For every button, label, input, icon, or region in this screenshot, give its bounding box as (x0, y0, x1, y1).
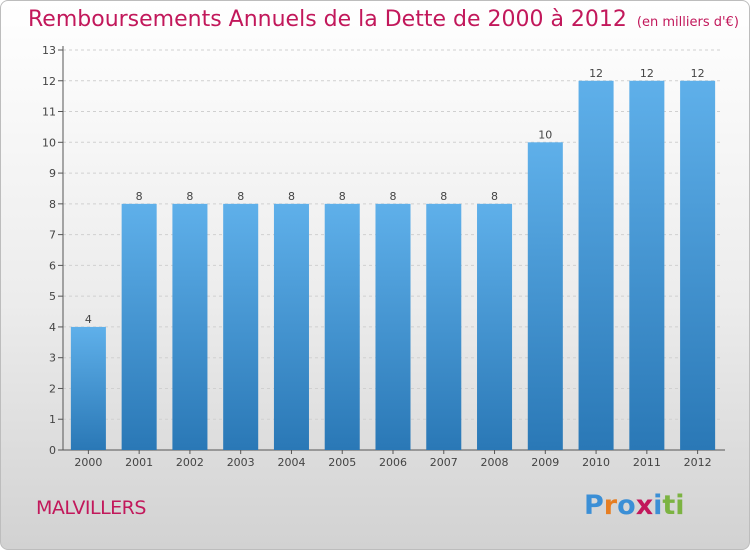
y-tick-label: 6 (49, 259, 56, 272)
bar (324, 203, 360, 450)
logo-letter: o (617, 490, 636, 521)
bar (273, 203, 309, 450)
logo-letter: x (635, 490, 654, 521)
bar (121, 203, 157, 450)
y-tick-label: 9 (49, 167, 56, 180)
x-tick-label: 2001 (125, 456, 153, 469)
data-label: 8 (440, 190, 447, 203)
bar (223, 203, 259, 450)
data-label: 8 (491, 190, 498, 203)
bar (426, 203, 462, 450)
bar (70, 326, 106, 450)
y-tick-label: 3 (49, 352, 56, 365)
y-tick-label: 0 (49, 444, 56, 457)
x-tick-label: 2005 (328, 456, 356, 469)
y-tick-label: 1 (49, 413, 56, 426)
chart-unit: (en milliers d'€) (636, 15, 739, 30)
x-tick-label: 2009 (531, 456, 559, 469)
x-tick-label: 2010 (582, 456, 610, 469)
labels: 0123456789101112134200082001820028200382… (42, 44, 712, 469)
data-label: 8 (237, 190, 244, 203)
x-tick-label: 2011 (633, 456, 661, 469)
data-label: 8 (186, 190, 193, 203)
data-label: 8 (136, 190, 143, 203)
chart-title-text: Remboursements Annuels de la Dette de 20… (28, 7, 627, 32)
bar (172, 203, 208, 450)
x-tick-label: 2004 (277, 456, 305, 469)
proxiti-logo[interactable]: Proxiti (584, 490, 685, 521)
data-label: 8 (390, 190, 397, 203)
y-tick-label: 5 (49, 290, 56, 303)
x-tick-label: 2008 (481, 456, 509, 469)
bar (680, 80, 716, 451)
x-tick-label: 2006 (379, 456, 407, 469)
data-label: 10 (538, 128, 552, 141)
logo-letter: t (662, 490, 676, 521)
x-tick-label: 2012 (684, 456, 712, 469)
y-tick-label: 12 (42, 75, 56, 88)
x-tick-label: 2002 (176, 456, 204, 469)
y-tick-label: 8 (49, 198, 56, 211)
x-tick-label: 2007 (430, 456, 458, 469)
x-tick-label: 2003 (227, 456, 255, 469)
y-tick-label: 11 (42, 106, 56, 119)
logo-letter: P (584, 490, 604, 521)
y-tick-label: 7 (49, 229, 56, 242)
bar (477, 203, 513, 450)
bar (629, 80, 665, 451)
y-tick-label: 2 (49, 382, 56, 395)
data-label: 12 (589, 67, 603, 80)
y-tick-label: 10 (42, 136, 56, 149)
bar (578, 80, 614, 451)
data-label: 4 (85, 313, 92, 326)
data-label: 12 (640, 67, 654, 80)
y-tick-label: 4 (49, 321, 56, 334)
y-tick-label: 13 (42, 44, 56, 57)
chart-title: Remboursements Annuels de la Dette de 20… (28, 7, 739, 32)
data-label: 8 (288, 190, 295, 203)
logo-letter: i (675, 490, 685, 521)
logo-letter: r (603, 490, 618, 521)
x-tick-label: 2000 (74, 456, 102, 469)
bars (70, 80, 716, 451)
data-label: 8 (339, 190, 346, 203)
place-name: MALVILLERS (36, 497, 146, 519)
bar (527, 142, 563, 451)
bar (375, 203, 411, 450)
logo-letter: i (653, 490, 663, 521)
data-label: 12 (691, 67, 705, 80)
